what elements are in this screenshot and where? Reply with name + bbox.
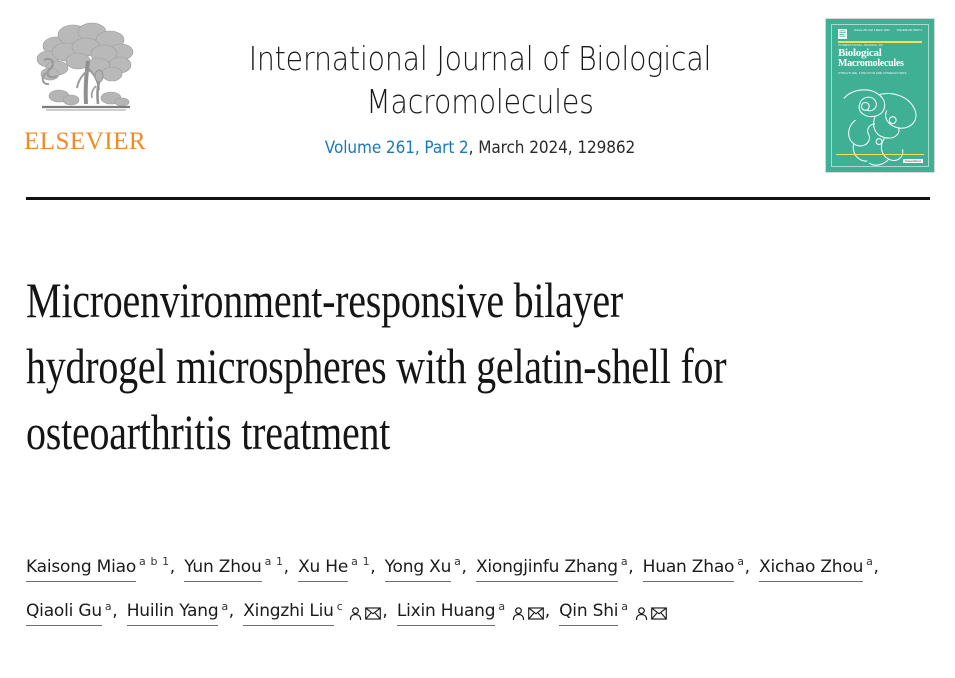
author-affiliation-marker[interactable]: a 1 [264, 555, 284, 568]
author-affiliation-marker[interactable]: a 1 [351, 555, 371, 568]
journal-cover-inner: Volume 261 Part 2 March 2024 VOLUME 261 … [831, 24, 929, 167]
author-entry: Xichao Zhou a [759, 555, 874, 582]
cover-top-row: Volume 261 Part 2 March 2024 VOLUME 261 … [838, 29, 922, 39]
cover-molecule-artwork-icon [843, 89, 917, 166]
author-separator: , [628, 556, 634, 577]
journal-cover-thumbnail[interactable]: Volume 261 Part 2 March 2024 VOLUME 261 … [825, 18, 935, 173]
author-separator: , [169, 556, 175, 577]
author-entry: Yun Zhou a 1 [184, 555, 284, 582]
author-contact-icons [347, 593, 382, 633]
cover-top-mid-text: Volume 261 Part 2 March 2024 [853, 29, 890, 32]
author-name-link[interactable]: Xu He [298, 556, 348, 582]
author-entry: Huan Zhao a [642, 555, 745, 582]
author-entry: Xiongjinfu Zhang a [475, 555, 629, 582]
author-entry: Qiaoli Gu a [26, 599, 113, 627]
cover-name-line-1: Biological [838, 47, 882, 59]
author-separator: , [744, 556, 750, 577]
author-entry: Xu He a 1 [298, 555, 371, 582]
author-entry: Xingzhi Liu c [243, 599, 382, 627]
issue-date-text: , March 2024, 129862 [468, 137, 636, 158]
envelope-icon[interactable] [365, 607, 382, 620]
journal-title-line-2: Macromolecules [366, 81, 594, 121]
cover-superline: INTERNATIONAL JOURNAL OF [838, 44, 883, 47]
cover-name-line-2: Macromolecules [838, 58, 904, 69]
author-affiliation-marker[interactable]: a [221, 599, 229, 613]
elsevier-tree-logo-icon [36, 22, 134, 111]
author-separator: , [228, 601, 234, 622]
author-affiliation-marker[interactable]: a [737, 555, 745, 568]
author-name-link[interactable]: Lixin Huang [396, 601, 496, 627]
elsevier-logo[interactable]: ELSEVIER [20, 16, 150, 156]
author-name-link[interactable]: Kaisong Miao [26, 556, 136, 582]
cover-journal-name: Biological Macromolecules [838, 48, 922, 69]
envelope-icon[interactable] [650, 607, 667, 620]
elsevier-wordmark: ELSEVIER [23, 128, 147, 155]
author-separator: , [283, 556, 289, 577]
author-affiliation-marker[interactable]: a [454, 555, 462, 568]
author-affiliation-marker[interactable]: a [620, 555, 629, 568]
cover-rule-bottom [836, 153, 924, 155]
volume-link[interactable]: Volume 261, Part 2 [324, 137, 469, 158]
author-entry: Lixin Huang a [396, 599, 545, 627]
author-affiliation-marker[interactable]: a [104, 599, 113, 613]
envelope-icon[interactable] [527, 607, 544, 620]
author-separator: , [370, 556, 376, 577]
journal-header: ELSEVIER International Journal of Biolog… [0, 0, 955, 190]
person-icon[interactable] [634, 606, 649, 621]
author-name-link[interactable]: Yun Zhou [184, 556, 262, 582]
cover-rule-top [838, 41, 922, 43]
cover-badge: ScienceDirect [902, 159, 923, 163]
person-icon[interactable] [511, 606, 526, 621]
article-title: Microenvironment-responsive bilayer hydr… [26, 271, 727, 460]
author-name-link[interactable]: Yong Xu [384, 556, 451, 582]
author-separator: , [873, 556, 879, 577]
author-entry: Huilin Yang a [126, 599, 229, 627]
author-name-link[interactable]: Xichao Zhou [759, 556, 863, 582]
person-icon[interactable] [348, 606, 363, 621]
author-entry: Kaisong Miao a b 1 [26, 555, 170, 582]
author-name-link[interactable]: Qiaoli Gu [26, 601, 102, 627]
author-separator: , [382, 601, 388, 622]
header-divider [26, 197, 930, 200]
author-list: Kaisong Miao a b 1, Yun Zhou a 1, Xu He a 1… [26, 542, 936, 633]
author-entry: Yong Xu a [384, 555, 462, 582]
author-affiliation-marker[interactable]: c [336, 599, 344, 613]
author-separator: , [544, 601, 550, 622]
cover-top-right-text: VOLUME 261 PART 2 [896, 29, 922, 32]
author-name-link[interactable]: Qin Shi [559, 601, 618, 627]
author-name-link[interactable]: Huan Zhao [642, 556, 734, 582]
author-name-link[interactable]: Xingzhi Liu [243, 601, 334, 627]
author-separator: , [461, 556, 467, 577]
author-affiliation-marker[interactable]: a b 1 [139, 555, 170, 568]
cover-subtitle: STRUCTURE, FUNCTION AND INTERACTIONS [838, 71, 907, 75]
author-name-link[interactable]: Xiongjinfu Zhang [475, 556, 618, 582]
journal-title-block: International Journal of Biological Macr… [170, 38, 790, 158]
author-affiliation-marker[interactable]: a [498, 599, 506, 613]
author-contact-icons [510, 593, 545, 633]
author-name-link[interactable]: Huilin Yang [126, 601, 219, 627]
author-contact-icons [633, 593, 668, 633]
journal-issue-meta: Volume 261, Part 2, March 2024, 129862 [201, 138, 759, 158]
journal-title-line-1: International Journal of Biological [248, 39, 712, 78]
author-entry: Qin Shi a [559, 599, 668, 627]
author-affiliation-marker[interactable]: a [866, 555, 874, 568]
author-separator: , [112, 601, 118, 622]
cover-elsevier-mark-icon [838, 29, 847, 39]
author-affiliation-marker[interactable]: a [621, 599, 629, 613]
